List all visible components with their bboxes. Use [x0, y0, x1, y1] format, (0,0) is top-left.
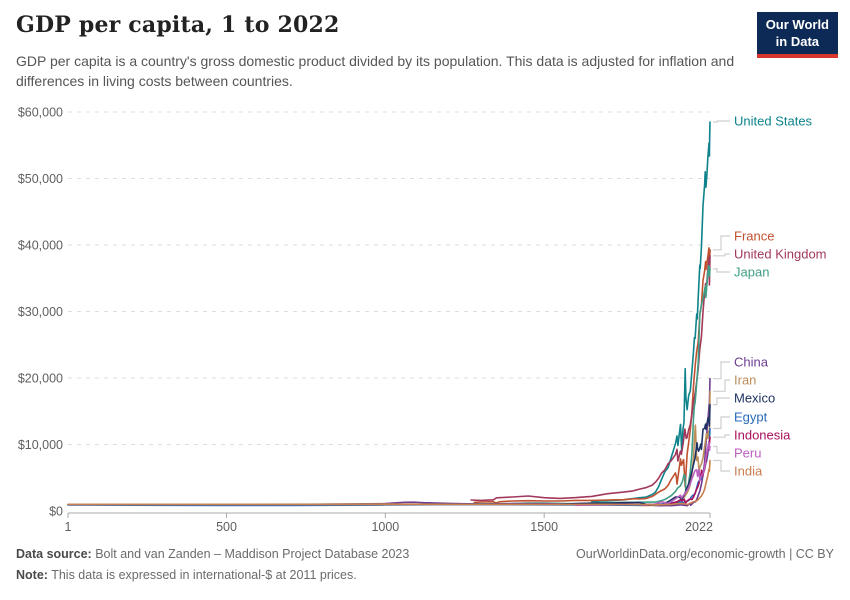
- data-source-label: Data source:: [16, 547, 92, 561]
- x-tick-label: 1: [65, 520, 72, 534]
- x-tick-label: 500: [216, 520, 237, 534]
- y-tick-label: $60,000: [18, 106, 63, 120]
- label-connector-peru: [713, 445, 730, 454]
- y-gridlines: [68, 111, 710, 445]
- series-line-iran[interactable]: [67, 390, 711, 507]
- series-label-egypt[interactable]: Egypt: [734, 410, 768, 425]
- series-line-united-kingdom[interactable]: [470, 255, 711, 502]
- label-connector-india: [713, 459, 730, 472]
- owid-logo-line2: in Data: [775, 33, 820, 49]
- series-label-mexico[interactable]: Mexico: [734, 391, 775, 406]
- x-tick-label: 2022: [685, 520, 713, 534]
- x-tick-label: 1500: [530, 520, 558, 534]
- data-source-line: Data source: Bolt and van Zanden – Maddi…: [16, 544, 409, 565]
- series-line-france[interactable]: [473, 247, 711, 504]
- label-connector-china: [713, 361, 730, 380]
- series-line-egypt[interactable]: [67, 427, 711, 507]
- owid-cc-link[interactable]: OurWorldinData.org/economic-growth | CC …: [576, 547, 834, 561]
- series-label-japan[interactable]: Japan: [734, 265, 769, 280]
- chart-subtitle: GDP per capita is a country's gross dome…: [16, 53, 735, 89]
- series-line-united-states[interactable]: [590, 121, 711, 503]
- data-source-text: Bolt and van Zanden – Maddison Project D…: [91, 547, 410, 561]
- series-line-india[interactable]: [67, 459, 711, 506]
- x-tick-label: 1000: [371, 520, 399, 534]
- label-connector-japan: [713, 268, 730, 273]
- series-label-indonesia[interactable]: Indonesia: [734, 428, 791, 443]
- series-label-united-kingdom[interactable]: United Kingdom: [734, 247, 827, 262]
- y-axis-labels: $0 $10,000 $20,000 $30,000 $40,000 $50,000 $60…: [18, 106, 63, 519]
- series-label-france[interactable]: France: [734, 229, 774, 244]
- series-label-iran[interactable]: Iran: [734, 373, 756, 388]
- series-line-japan[interactable]: [298, 264, 711, 506]
- y-tick-label: $30,000: [18, 305, 63, 319]
- owid-logo[interactable]: Our World in Data: [756, 12, 838, 58]
- series-label-china[interactable]: China: [734, 355, 769, 370]
- series-label-united-states[interactable]: United States: [734, 114, 813, 129]
- chart-footer: Data source: Bolt and van Zanden – Maddi…: [16, 544, 409, 587]
- label-connector-mexico: [713, 397, 730, 406]
- label-connector-united-states: [713, 120, 730, 123]
- y-tick-label: $20,000: [18, 372, 63, 386]
- x-axis: 1 500 1000 1500 2022: [65, 512, 713, 534]
- label-connector-indonesia: [713, 434, 730, 438]
- series-end-labels: United States France United Kingdom Japan Ch…: [713, 114, 827, 479]
- label-connector-egypt: [713, 416, 730, 430]
- note-text: This data is expressed in international-…: [47, 568, 357, 583]
- y-tick-label: $40,000: [18, 239, 63, 253]
- series-label-india[interactable]: India: [734, 464, 763, 479]
- y-tick-label: $0: [49, 505, 63, 519]
- y-tick-label: $10,000: [18, 438, 63, 452]
- label-connector-united-kingdom: [713, 253, 730, 257]
- note-line: Note: This data is expressed in internat…: [16, 565, 409, 586]
- series-lines: [67, 121, 711, 507]
- label-connector-france: [713, 235, 730, 251]
- page-title: GDP per capita, 1 to 2022: [16, 12, 340, 38]
- series-label-peru[interactable]: Peru: [734, 446, 761, 461]
- label-connector-iran: [713, 379, 730, 392]
- note-label: Note:: [16, 568, 48, 583]
- owid-logo-line1: Our World: [765, 17, 829, 32]
- series-line-china[interactable]: [67, 377, 711, 507]
- y-tick-label: $50,000: [18, 172, 63, 186]
